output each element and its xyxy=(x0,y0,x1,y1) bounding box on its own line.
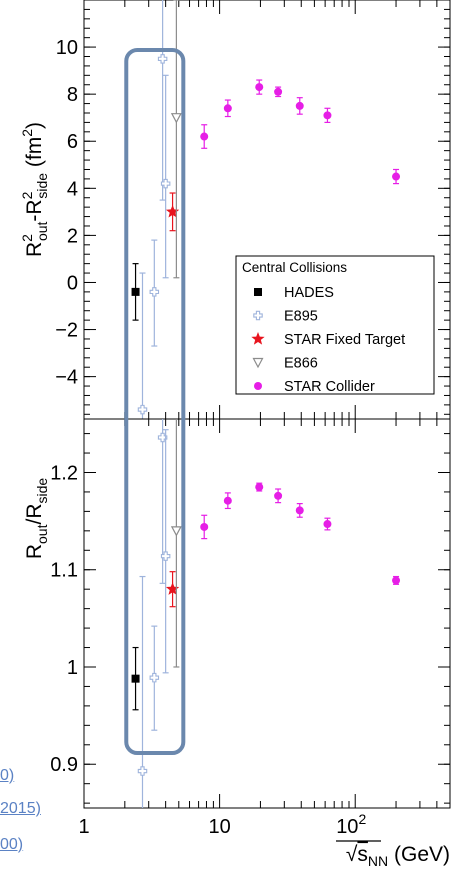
data-point xyxy=(160,178,171,189)
legend-title: Central Collisions xyxy=(242,260,347,275)
data-point xyxy=(223,104,232,113)
y-tick-label: 8 xyxy=(67,84,78,106)
legend-label: STAR Collider xyxy=(284,379,375,395)
cut-off-citation-link[interactable]: 2015) xyxy=(0,800,41,817)
x-axis-label-s: s xyxy=(357,843,368,866)
legend: Central Collisions HADES E895 STAR Fixed Ta… xyxy=(235,255,435,395)
data-point xyxy=(157,54,168,64)
y-axis-label: R2out-R2side (fm2) xyxy=(19,122,50,257)
legend-label: HADES xyxy=(284,285,334,301)
legend-label: STAR Fixed Target xyxy=(284,332,405,348)
y-tick-label: 0.9 xyxy=(50,754,78,776)
data-point xyxy=(170,526,182,537)
y-axis-label-part: out xyxy=(34,221,50,241)
data-point xyxy=(295,506,304,515)
y-axis-label-part: (fm xyxy=(23,137,46,173)
y-tick-label: 6 xyxy=(67,131,78,153)
x-tick-label: 1 xyxy=(78,816,89,838)
y-axis-label-part: side xyxy=(34,173,50,199)
y-tick-label: 2 xyxy=(67,225,78,247)
x-axis-label-sub: NN xyxy=(368,853,388,869)
series-layer xyxy=(131,0,401,419)
x-tick-label: 102 xyxy=(336,811,366,838)
x-axis-label-unit: (GeV) xyxy=(388,843,450,866)
data-point xyxy=(223,496,232,505)
data-point xyxy=(255,83,264,92)
x-tick-label-base: 10 xyxy=(336,816,358,838)
legend-box xyxy=(235,255,435,395)
data-point xyxy=(295,101,304,110)
y-tick-label: 10 xyxy=(56,37,78,59)
y-axis-label-part: ) xyxy=(23,122,46,129)
y-tick-label: −4 xyxy=(55,367,78,389)
y-tick-label: 0 xyxy=(67,272,78,294)
plot-frame xyxy=(83,418,451,809)
x-axis-label-sqrt: √ xyxy=(346,843,358,866)
y-tick-label: −2 xyxy=(55,320,78,342)
y-axis-label-part: 2 xyxy=(19,129,35,137)
y-tick-label: 1.1 xyxy=(50,560,78,582)
y-axis-label-part: R xyxy=(23,544,46,559)
y-tick-label: 4 xyxy=(67,178,78,200)
data-point xyxy=(131,287,140,296)
x-axis-label: √sNN (GeV) xyxy=(346,843,450,869)
series-layer xyxy=(131,419,401,808)
y-axis-label-part: 2 xyxy=(19,191,35,199)
data-point xyxy=(274,87,283,96)
x-tick-label-exponent: 2 xyxy=(358,811,366,827)
cut-off-citation-link[interactable]: 0) xyxy=(0,767,15,784)
data-point xyxy=(131,674,140,683)
data-point xyxy=(149,287,160,297)
data-point xyxy=(165,204,180,218)
data-point xyxy=(170,113,182,124)
y-axis-label-part: 2 xyxy=(19,234,35,242)
y-axis-label: Rout/Rside xyxy=(23,478,50,560)
y-axis-label-part: R xyxy=(23,242,46,257)
data-point xyxy=(392,172,401,181)
y-axis-label-part: /R xyxy=(23,504,46,525)
data-point xyxy=(137,766,148,776)
data-point xyxy=(200,522,209,531)
data-point xyxy=(323,111,332,120)
overlay xyxy=(124,48,186,755)
legend-marker xyxy=(254,288,262,296)
y-axis-label-part: out xyxy=(34,524,50,544)
legend-marker xyxy=(253,310,263,321)
y-tick-label: 1.2 xyxy=(50,462,78,484)
y-tick-label: 1 xyxy=(67,657,78,679)
y-axis-label-part: -R xyxy=(23,199,46,221)
data-point xyxy=(200,132,209,141)
data-point xyxy=(255,483,264,492)
legend-marker xyxy=(251,332,265,345)
data-point xyxy=(323,520,332,529)
legend-label: E866 xyxy=(284,356,318,372)
data-point xyxy=(137,404,148,415)
legend-label: E895 xyxy=(284,309,318,325)
data-point xyxy=(274,491,283,500)
legend-marker xyxy=(252,357,264,369)
data-point xyxy=(157,432,168,443)
data-point xyxy=(149,672,160,683)
data-point xyxy=(160,551,171,561)
y-axis-label-part: side xyxy=(34,478,50,504)
cut-off-citation-link[interactable]: 00) xyxy=(0,836,24,853)
data-point xyxy=(165,582,180,595)
x-tick-label: 10 xyxy=(208,816,230,838)
legend-marker xyxy=(254,382,262,390)
highlight-box xyxy=(124,48,186,755)
data-point xyxy=(392,576,401,585)
